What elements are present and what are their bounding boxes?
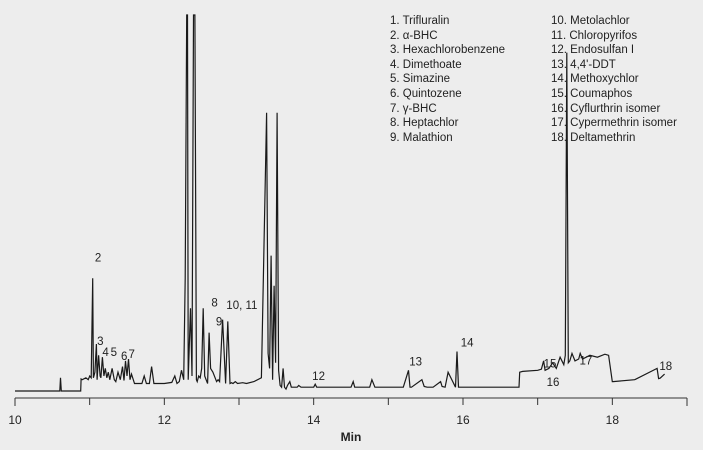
legend-item: 5. Simazine (390, 73, 451, 86)
peak-label: 12 (312, 371, 325, 383)
legend-item: 12. Endosulfan I (551, 44, 635, 57)
legend-item: 11. Chloropyrifos (551, 29, 638, 42)
peak-label: 15 (544, 358, 557, 370)
peak-label: 7 (128, 349, 134, 361)
legend-item: 7. γ-BHC (390, 102, 437, 115)
peak-label: 16 (547, 377, 560, 389)
chromatogram-trace (15, 14, 666, 392)
peak-label: 3 (97, 336, 103, 348)
legend-item: 6. Quintozene (390, 87, 462, 100)
legend-item: 15. Coumaphos (551, 87, 633, 100)
x-tick-label: 10 (8, 413, 22, 427)
peak-label: 4 (102, 347, 109, 359)
compound-legend-right: 10. Metolachlor 11. Chloropyrifos 12. Endo… (551, 14, 677, 145)
legend-item: 4. Dimethoate (390, 58, 462, 71)
legend-item: 8. Heptachlor (390, 117, 459, 130)
peak-label: 14 (461, 338, 474, 350)
legend-item: 16. Cyflurthrin isomer (551, 102, 661, 115)
x-axis-ticks: 10 12 14 16 18 (8, 398, 688, 427)
x-axis-title: Min (341, 430, 362, 444)
peak-label: 6 (121, 351, 127, 363)
peak-label: 5 (111, 347, 117, 359)
x-axis: 10 12 14 16 18 Min (8, 397, 688, 444)
legend-item: 17. Cypermethrin isomer (551, 117, 677, 130)
peak-label: 17 (579, 356, 592, 368)
x-tick-label: 16 (456, 413, 470, 427)
legend-item: 1. Trifluralin (390, 15, 450, 27)
x-tick-label: 14 (307, 413, 321, 427)
legend-item: 2. α-BHC (390, 29, 438, 42)
peak-label: 2 (95, 252, 101, 264)
x-tick-label: 12 (158, 413, 172, 427)
peak-label: 13 (409, 356, 422, 368)
peak-label: 18 (659, 361, 672, 373)
legend-item: 13. 4,4'-DDT (551, 58, 616, 71)
compound-legend-left: 1. Trifluralin 2. α-BHC 3. Hexachlorobenze… (390, 14, 505, 145)
legend-item: 18. Deltamethrin (551, 131, 636, 144)
peak-label: 9 (216, 317, 222, 329)
legend-item: 3. Hexachlorobenzene (390, 44, 506, 57)
legend-item: 10. Metolachlor (551, 15, 630, 27)
legend-item: 9. Malathion (390, 131, 453, 144)
peak-label: 8 (211, 297, 217, 309)
peak-label: 10, 11 (226, 300, 257, 312)
legend-item: 14. Methoxychlor (551, 73, 639, 86)
peak-labels: 2 34 5 6 7 8 9 10, 11 12 13 14 15 16 17 18 (95, 252, 672, 389)
plot-area: 2 34 5 6 7 8 9 10, 11 12 13 14 15 16 17 18 (15, 14, 672, 392)
x-tick-label: 18 (606, 413, 620, 427)
